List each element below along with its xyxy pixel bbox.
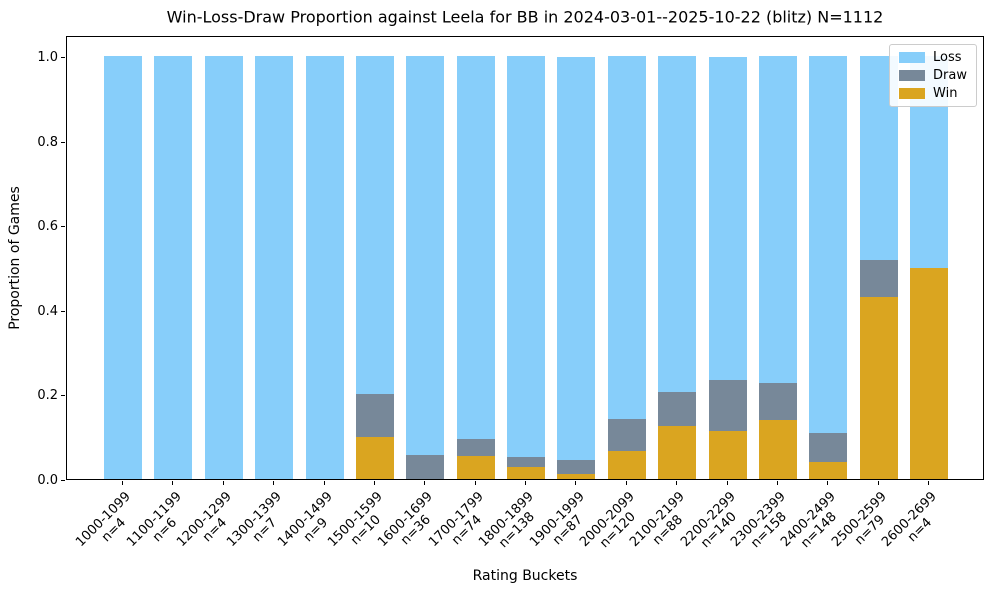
bar-segment-loss: [355, 56, 394, 395]
bar-segment-loss: [708, 56, 747, 380]
bar-2400-2499: [809, 55, 848, 479]
bar-segment-win: [658, 426, 697, 479]
bar-1100-1199: [154, 56, 193, 479]
x-tick: [827, 481, 829, 485]
loss-swatch: [899, 52, 926, 63]
x-tick: [625, 481, 627, 485]
bar-1400-1499: [305, 56, 344, 479]
x-tick: [323, 481, 325, 485]
x-tick: [222, 481, 224, 485]
x-axis-label: Rating Buckets: [472, 568, 578, 584]
x-tick: [172, 481, 174, 485]
bar-segment-win: [859, 297, 898, 479]
y-tick-label-0.0: 0.0: [37, 473, 58, 488]
y-tick: [61, 226, 65, 228]
x-tick: [273, 481, 275, 485]
x-tick: [776, 481, 778, 485]
legend-label-win: Win: [933, 86, 958, 101]
bar-1200-1299: [204, 56, 243, 479]
bar-1300-1399: [255, 56, 294, 479]
bar-segment-loss: [456, 56, 495, 439]
y-axis-label: Proportion of Games: [7, 186, 23, 330]
x-tick: [575, 481, 577, 485]
bar-segment-loss: [406, 56, 445, 456]
bar-segment-win: [708, 430, 747, 479]
legend-label-draw: Draw: [933, 68, 967, 83]
bar-segment-loss: [607, 56, 646, 419]
bar-segment-win: [758, 420, 797, 479]
bar-2500-2599: [859, 56, 898, 479]
y-tick: [61, 310, 65, 312]
bar-2600-2699: [910, 56, 948, 479]
bar-segment-loss: [154, 56, 193, 479]
x-tick: [474, 481, 476, 485]
y-tick: [61, 141, 65, 143]
bar-segment-loss: [507, 56, 545, 458]
bar-segment-win: [910, 267, 948, 479]
x-tick: [525, 481, 526, 485]
legend: Loss Draw Win: [889, 44, 977, 107]
bar-segment-draw: [355, 394, 394, 437]
chart-title: Win-Loss-Draw Proportion against Leela f…: [166, 7, 884, 27]
y-tick-label-0.2: 0.2: [37, 388, 58, 404]
bar-segment-loss: [255, 56, 294, 479]
x-tick: [726, 481, 728, 485]
y-tick-label-0.6: 0.6: [37, 219, 58, 235]
y-tick: [61, 57, 65, 59]
win-swatch: [899, 88, 926, 99]
bar-2000-2099: [607, 56, 646, 479]
bar-1600-1699: [406, 56, 445, 479]
bar-segment-win: [557, 474, 596, 479]
draw-swatch: [899, 70, 926, 81]
bar-segment-loss: [758, 56, 797, 383]
y-tick: [61, 480, 65, 481]
bar-segment-draw: [607, 418, 646, 451]
bar-segment-draw: [859, 259, 898, 298]
bar-segment-draw: [456, 438, 495, 457]
x-tick: [122, 481, 123, 485]
bar-segment-draw: [758, 382, 797, 421]
plot-area: Loss Draw Win: [66, 36, 984, 480]
x-tick: [928, 481, 929, 485]
bar-1000-1099: [104, 56, 142, 479]
bar-1500-1599: [355, 56, 394, 479]
bar-1800-1899: [507, 56, 545, 479]
legend-label-loss: Loss: [933, 50, 962, 65]
y-tick: [61, 395, 65, 397]
bar-segment-draw: [406, 455, 445, 479]
bar-segment-loss: [557, 56, 596, 460]
bar-segment-win: [355, 436, 394, 479]
y-tick-label-1.0: 1.0: [37, 50, 58, 66]
bar-segment-loss: [104, 56, 142, 479]
bar-2100-2199: [658, 56, 697, 479]
bar-segment-loss: [204, 56, 243, 479]
bar-segment-loss: [809, 55, 848, 433]
bar-segment-draw: [658, 392, 697, 427]
bar-segment-draw: [708, 379, 747, 431]
bar-segment-win: [507, 466, 545, 479]
bar-segment-win: [456, 456, 495, 479]
x-tick: [373, 481, 375, 485]
bar-segment-win: [809, 461, 848, 479]
bar-2300-2399: [758, 56, 797, 479]
x-tick: [424, 481, 426, 485]
legend-row-win: Win: [899, 87, 967, 100]
bar-segment-draw: [557, 459, 596, 475]
bar-2200-2299: [708, 56, 747, 479]
bar-1700-1799: [456, 56, 495, 479]
x-tick: [676, 481, 678, 485]
bar-segment-loss: [658, 56, 697, 393]
bar-segment-draw: [809, 432, 848, 462]
legend-row-loss: Loss: [899, 51, 967, 64]
bar-segment-win: [607, 450, 646, 479]
bar-1900-1999: [557, 56, 596, 479]
bar-segment-loss: [305, 56, 344, 479]
legend-row-draw: Draw: [899, 69, 967, 82]
bar-segment-draw: [507, 457, 545, 467]
y-tick-label-0.8: 0.8: [37, 134, 58, 150]
y-tick-label-0.4: 0.4: [37, 303, 58, 319]
x-tick: [877, 481, 879, 485]
